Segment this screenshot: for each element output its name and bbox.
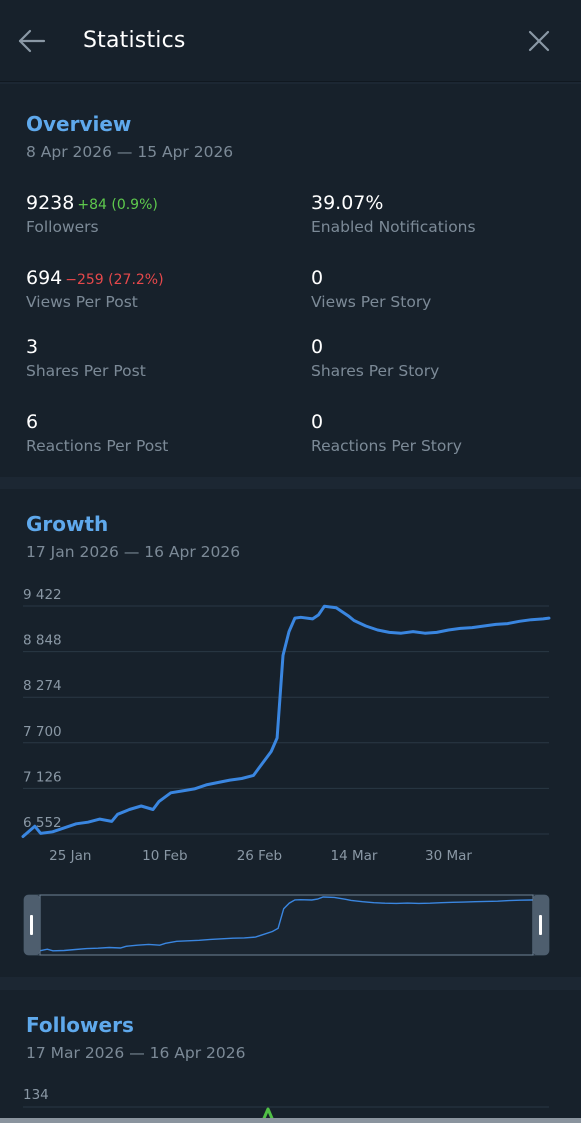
navigator-track: [23, 894, 550, 956]
followers-section: Followers 17 Mar 2026 — 16 Apr 2026 134: [0, 990, 581, 1123]
stat-label: Enabled Notifications: [311, 218, 476, 236]
stat-enabled-notifications: 39.07% Enabled Notifications: [311, 192, 476, 236]
stat-label: Shares Per Post: [26, 362, 146, 380]
stat-label: Views Per Post: [26, 293, 138, 311]
chart-range-navigator[interactable]: [0, 893, 581, 957]
overview-date-range: 8 Apr 2026 — 15 Apr 2026: [26, 143, 234, 161]
stat-views-per-story: 0 Views Per Story: [311, 267, 431, 311]
stat-label: Shares Per Story: [311, 362, 440, 380]
stat-delta: +84 (0.9%): [77, 197, 158, 213]
overview-section: Overview 8 Apr 2026 — 15 Apr 2026 9238 +8…: [0, 84, 581, 477]
stat-value: 0: [311, 411, 324, 433]
stat-value: 9238: [26, 192, 75, 214]
x-tick-label: 30 Mar: [425, 848, 472, 864]
growth-series-line: [21, 604, 551, 838]
stat-value: 6: [26, 411, 39, 433]
handle-grip-icon: [539, 915, 542, 935]
followers-chart[interactable]: 134: [0, 1082, 581, 1123]
stat-views-per-post: 694 −259 (27.2%) Views Per Post: [26, 267, 164, 311]
x-tick-label: 25 Jan: [49, 848, 91, 864]
y-tick-label: 8 848: [23, 633, 62, 649]
navigator-series-line: [35, 896, 538, 953]
y-tick-label: 8 274: [23, 678, 62, 694]
stat-label: Followers: [26, 218, 99, 236]
y-tick-label: 7 126: [23, 769, 62, 785]
x-tick-label: 14 Mar: [330, 848, 377, 864]
followers-date-range: 17 Mar 2026 — 16 Apr 2026: [26, 1044, 246, 1062]
stat-shares-per-story: 0 Shares Per Story: [311, 336, 439, 380]
y-tick-label: 7 700: [23, 724, 62, 740]
stat-reactions-per-story: 0 Reactions Per Story: [311, 411, 462, 455]
stat-value: 0: [311, 267, 324, 289]
arrow-left-icon: [18, 29, 46, 53]
close-icon: [528, 30, 550, 52]
stat-value: 3: [26, 336, 39, 358]
y-tick-label: 134: [23, 1087, 49, 1103]
growth-line-chart[interactable]: 9 422 8 848 8 274 7 700 7 126 6 552 25 Jan 10 F…: [0, 579, 581, 879]
growth-section: Growth 17 Jan 2026 — 16 Apr 2026 9 422 8 …: [0, 489, 581, 977]
stat-reactions-per-post: 6 Reactions Per Post: [26, 411, 168, 455]
stat-followers: 9238 +84 (0.9%) Followers: [26, 192, 158, 236]
stat-label: Reactions Per Post: [26, 437, 169, 455]
stat-value: 0: [311, 336, 324, 358]
growth-title: Growth: [26, 512, 109, 536]
stat-value: 694: [26, 267, 63, 289]
overview-title: Overview: [26, 112, 132, 136]
stat-label: Reactions Per Story: [311, 437, 462, 455]
stat-shares-per-post: 3 Shares Per Post: [26, 336, 146, 380]
bottom-scroll-edge: [0, 1118, 581, 1123]
growth-date-range: 17 Jan 2026 — 16 Apr 2026: [26, 543, 241, 561]
stat-delta: −259 (27.2%): [65, 272, 164, 288]
back-button[interactable]: [14, 24, 50, 58]
close-button[interactable]: [522, 24, 556, 58]
app-header: Statistics: [0, 0, 581, 82]
stat-value: 39.07%: [311, 192, 384, 214]
stat-label: Views Per Story: [311, 293, 432, 311]
followers-title: Followers: [26, 1013, 134, 1037]
handle-grip-icon: [30, 915, 33, 935]
page-title: Statistics: [83, 28, 186, 53]
y-tick-label: 6 552: [23, 815, 62, 831]
x-tick-label: 26 Feb: [237, 848, 282, 864]
x-tick-label: 10 Feb: [142, 848, 187, 864]
y-tick-label: 9 422: [23, 587, 62, 603]
